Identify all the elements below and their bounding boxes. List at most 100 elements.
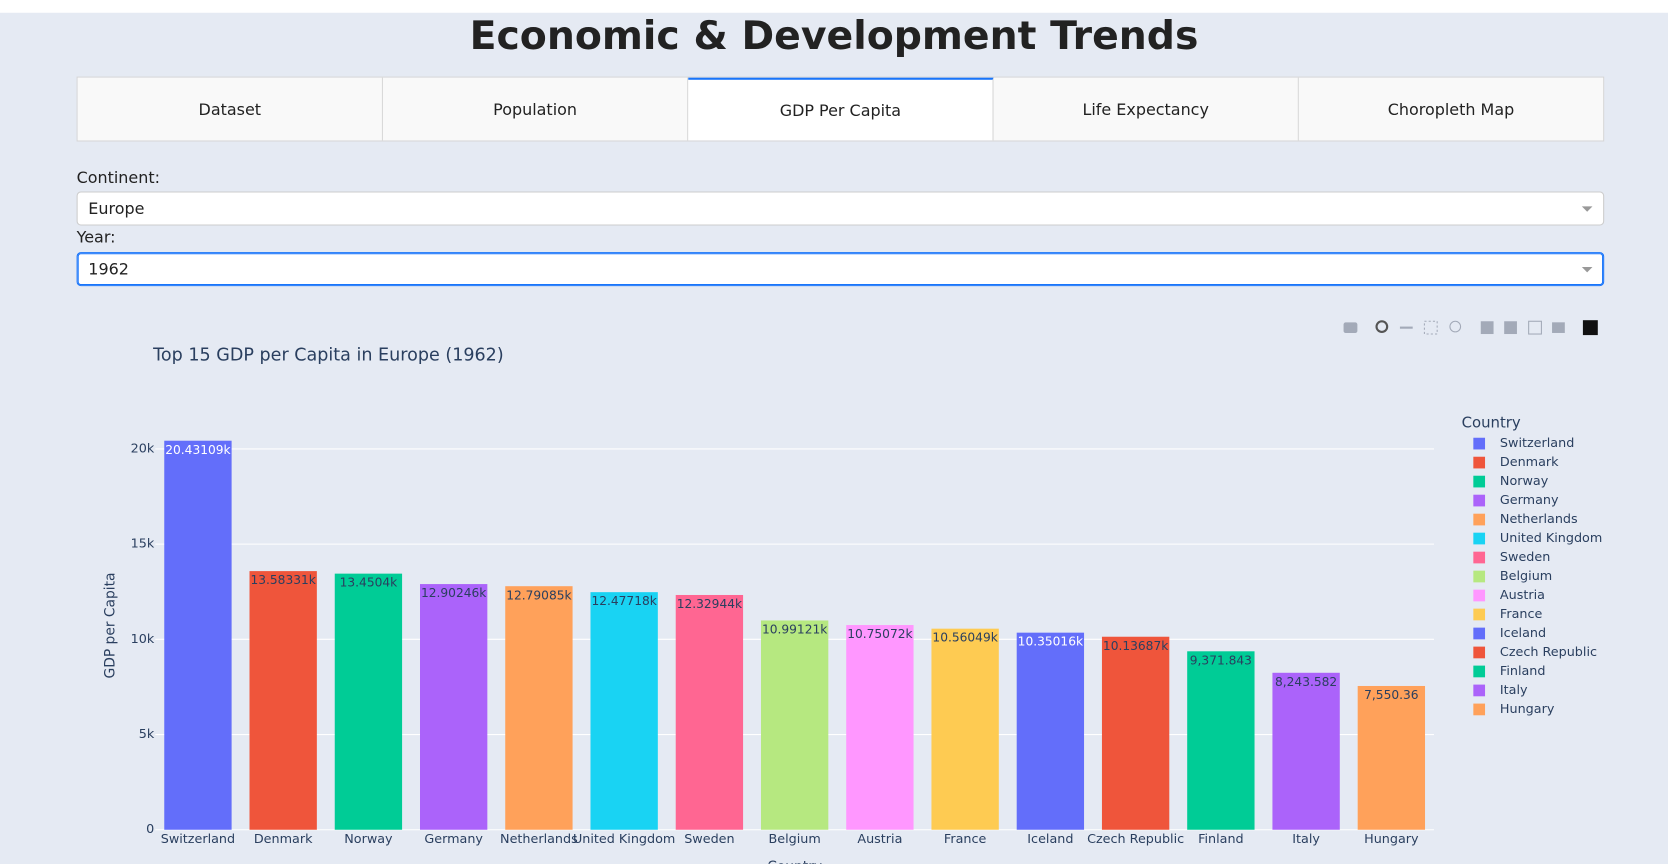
data-label: 8,243.582 [1275,675,1337,689]
bar [675,594,744,830]
bar [419,584,488,830]
dropdown[interactable]: 1962 [76,252,1605,287]
lasso-button[interactable] [1449,320,1462,333]
data-label: 10.35016k [1018,635,1084,649]
tab[interactable]: Choropleth Map [1298,77,1604,141]
legend-swatch [1473,437,1486,450]
bar [760,620,829,830]
data-label: 13.4504k [340,576,399,590]
x-tick-label: Finland [1198,832,1244,847]
bar [1101,636,1170,830]
dropdown-value: 1962 [88,259,129,279]
legend-entry: France [1500,607,1543,622]
x-tick-label: Italy [1292,832,1320,847]
x-tick-label: Denmark [254,832,313,847]
tab[interactable]: Population [382,77,689,141]
reset-button[interactable] [1552,322,1565,333]
data-label: 7,550.36 [1364,688,1418,702]
legend-entry: Germany [1500,493,1559,508]
legend-entry: Austria [1500,588,1545,603]
camera-button[interactable] [1343,322,1358,333]
data-label: 12.79085k [506,588,572,602]
pan-button[interactable] [1399,326,1413,329]
legend-title: Country [1462,413,1521,431]
legend-swatch [1473,570,1486,583]
legend-swatch [1473,551,1486,564]
y-tick-label: 10k [131,632,155,647]
bar [931,628,999,830]
data-label: 20.43109k [165,443,231,457]
legend-swatch [1473,627,1486,640]
data-label: 10.75072k [847,627,913,641]
legend-entry: United Kingdom [1500,531,1602,546]
bar [505,586,573,830]
zoom-in-button[interactable] [1480,321,1494,335]
legend-swatch [1473,475,1486,488]
x-axis-title: Country [767,859,822,864]
tab[interactable]: Life Expectancy [993,77,1299,141]
bar [164,440,232,830]
data-label: 9,371.843 [1190,653,1252,667]
legend-swatch [1473,646,1486,659]
legend-swatch [1473,608,1486,621]
legend-swatch [1473,494,1486,507]
x-tick-label: Austria [857,832,902,847]
bar [334,573,403,830]
data-label: 12.47718k [591,594,657,608]
dropdown-arrow [1581,206,1593,212]
legend-entry: Italy [1500,683,1528,698]
x-tick-label: France [944,832,987,847]
x-tick-label: Netherlands [500,832,578,847]
legend-swatch [1473,532,1486,545]
legend-entry: Czech Republic [1500,645,1597,660]
x-tick-label: Norway [344,832,393,847]
y-tick-label: 20k [131,441,155,456]
page-title: Economic & Development Trends [469,12,1199,59]
y-tick-label: 5k [139,727,155,742]
legend-entry: Norway [1500,474,1549,489]
x-tick-label: Czech Republic [1087,832,1184,847]
bar [1016,632,1085,830]
y-axis-title: GDP per Capita [103,573,119,679]
chart: Top 15 GDP per Capita in Europe (1962) 0… [103,320,1602,864]
y-tick-label: 0 [146,822,154,837]
x-tick-label: United Kingdom [573,832,675,847]
legend-entry: Switzerland [1500,436,1574,451]
zoom-out-button[interactable] [1504,321,1517,335]
filter-label: Year: [76,227,116,247]
legend-entry: Hungary [1500,702,1555,717]
dropdown[interactable]: Europe [76,191,1605,226]
legend-swatch [1473,703,1486,716]
legend-entry: Belgium [1500,569,1552,584]
bar [1272,672,1340,830]
legend-swatch [1473,665,1486,678]
x-tick-label: Hungary [1364,832,1419,847]
bar [249,571,317,830]
legend-entry: Iceland [1500,626,1546,641]
data-label: 12.32944k [677,597,743,611]
data-label: 10.56049k [932,631,998,645]
legend-entry: Netherlands [1500,512,1578,527]
filter-label: Continent: [76,168,160,188]
legend-swatch [1473,456,1486,469]
x-tick-label: Belgium [769,832,821,847]
x-tick-label: Iceland [1027,832,1073,847]
zoom-button[interactable] [1375,320,1389,333]
modebar [1343,320,1598,336]
data-label: 10.99121k [762,623,828,637]
legend-swatch [1473,513,1486,526]
x-tick-label: Switzerland [161,832,235,847]
tab[interactable]: Dataset [77,77,383,141]
plotly-logo[interactable] [1582,320,1598,336]
bar [846,625,914,830]
legend-swatch [1473,589,1486,602]
tab[interactable]: GDP Per Capita [688,77,994,141]
data-label: 12.90246k [421,586,487,600]
data-label: 10.13687k [1103,639,1169,653]
select-button[interactable] [1423,320,1438,335]
dropdown-value: Europe [88,198,145,219]
y-tick-label: 15k [131,537,155,552]
autoscale-button[interactable] [1528,320,1542,335]
tab-bar: Dataset Population GDP Per Capita Life Expe… [76,76,1605,142]
